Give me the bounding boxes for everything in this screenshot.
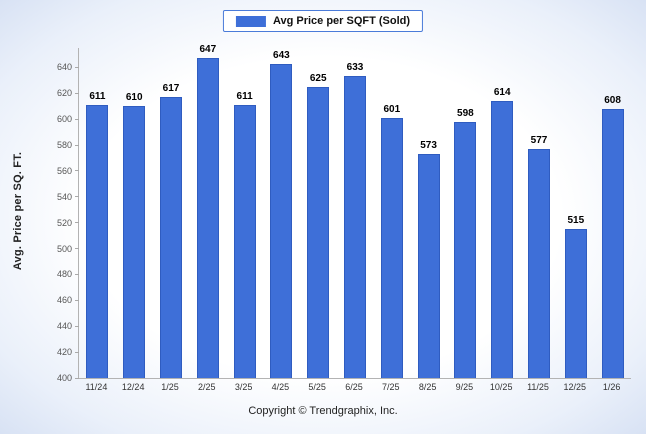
plot-area: 400 420 440 460 480 500 520 540 560 580 600 620 640 6… (57, 44, 631, 383)
bar (270, 63, 293, 378)
bar-value-label: 611 (236, 90, 253, 102)
y-tick-mark (75, 273, 79, 275)
copyright: Copyright © Trendgraphix, Inc. (248, 405, 398, 417)
y-tick-mark (75, 377, 79, 379)
bar (160, 97, 182, 378)
bar (601, 108, 624, 378)
y-axis-title: Avg. Price per SQ. FT. (12, 151, 24, 271)
y-tick-mark (75, 66, 79, 68)
y-tick-mark (75, 325, 79, 327)
bar-value-label: 647 (199, 44, 217, 56)
bar-value-label: 614 (493, 87, 511, 99)
bar (564, 229, 587, 378)
y-tick-label: 580 (56, 140, 72, 151)
x-tick-label: 12/24 (121, 382, 145, 392)
bar-value-label: 598 (457, 107, 474, 119)
y-tick-label: 540 (56, 191, 72, 202)
bar-value-label: 633 (346, 62, 364, 74)
x-tick-label: 3/25 (234, 382, 253, 392)
bar-value-label: 611 (89, 90, 106, 102)
x-tick-label: 10/25 (489, 382, 513, 392)
bar-value-label: 601 (383, 103, 401, 115)
y-tick-label: 640 (56, 62, 72, 73)
legend-label: Avg Price per SQFT (Sold) (272, 15, 411, 27)
x-tick-label: 2/25 (198, 382, 216, 392)
bar-value-label: 617 (162, 83, 180, 95)
x-tick-label: 6/25 (345, 382, 363, 392)
bar-value-label: 625 (309, 72, 327, 84)
y-tick-mark (75, 351, 79, 353)
y-tick-mark (75, 170, 79, 172)
x-axis-labels: 11/24 12/24 1/25 2/25 3/25 4/25 5/25 6/25 7/25 8/… (78, 382, 630, 396)
x-tick-label: 11/24 (85, 382, 108, 392)
legend-swatch (235, 15, 266, 27)
bar (454, 121, 477, 378)
legend: Avg Price per SQFT (Sold) (222, 10, 424, 32)
bar (491, 101, 514, 378)
y-tick-label: 600 (56, 114, 72, 125)
bar (307, 86, 330, 378)
y-tick-label: 460 (56, 295, 72, 306)
y-tick-mark (75, 299, 79, 301)
y-tick-label: 500 (56, 243, 72, 254)
y-tick-mark (75, 196, 79, 198)
x-tick-label: 9/25 (455, 382, 474, 392)
bar (86, 104, 109, 378)
bar-value-label: 610 (125, 92, 143, 104)
y-tick-label: 620 (56, 88, 72, 99)
x-tick-label: 5/25 (308, 382, 326, 392)
y-tick-mark (75, 222, 79, 224)
y-tick-label: 440 (56, 321, 72, 332)
bar (417, 154, 440, 378)
bar-value-label: 573 (420, 140, 437, 152)
x-tick-label: 1/25 (161, 382, 179, 392)
bar-value-label: 515 (567, 215, 585, 227)
bar-value-label: 608 (604, 94, 621, 106)
y-tick-mark (75, 144, 79, 146)
y-tick-label: 420 (56, 347, 72, 358)
bar (123, 106, 146, 378)
y-tick-label: 520 (56, 217, 72, 228)
y-tick-label: 480 (56, 269, 72, 280)
bar-value-label: 643 (273, 49, 290, 61)
bar (233, 104, 256, 378)
y-tick-label: 560 (56, 165, 72, 176)
bar (344, 76, 366, 378)
y-tick-mark (75, 248, 79, 250)
x-tick-label: 1/26 (602, 382, 621, 392)
x-tick-label: 4/25 (271, 382, 290, 392)
y-tick-mark (75, 92, 79, 94)
bar (196, 58, 219, 378)
bar (528, 148, 550, 378)
y-tick-label: 400 (56, 373, 72, 383)
x-tick-label: 7/25 (382, 382, 400, 392)
bar (380, 117, 403, 378)
x-tick-label: 12/25 (563, 382, 587, 392)
bar-value-label: 577 (530, 134, 548, 146)
y-tick-mark (75, 118, 79, 120)
x-tick-label: 11/25 (527, 382, 549, 392)
x-tick-label: 8/25 (418, 382, 437, 392)
